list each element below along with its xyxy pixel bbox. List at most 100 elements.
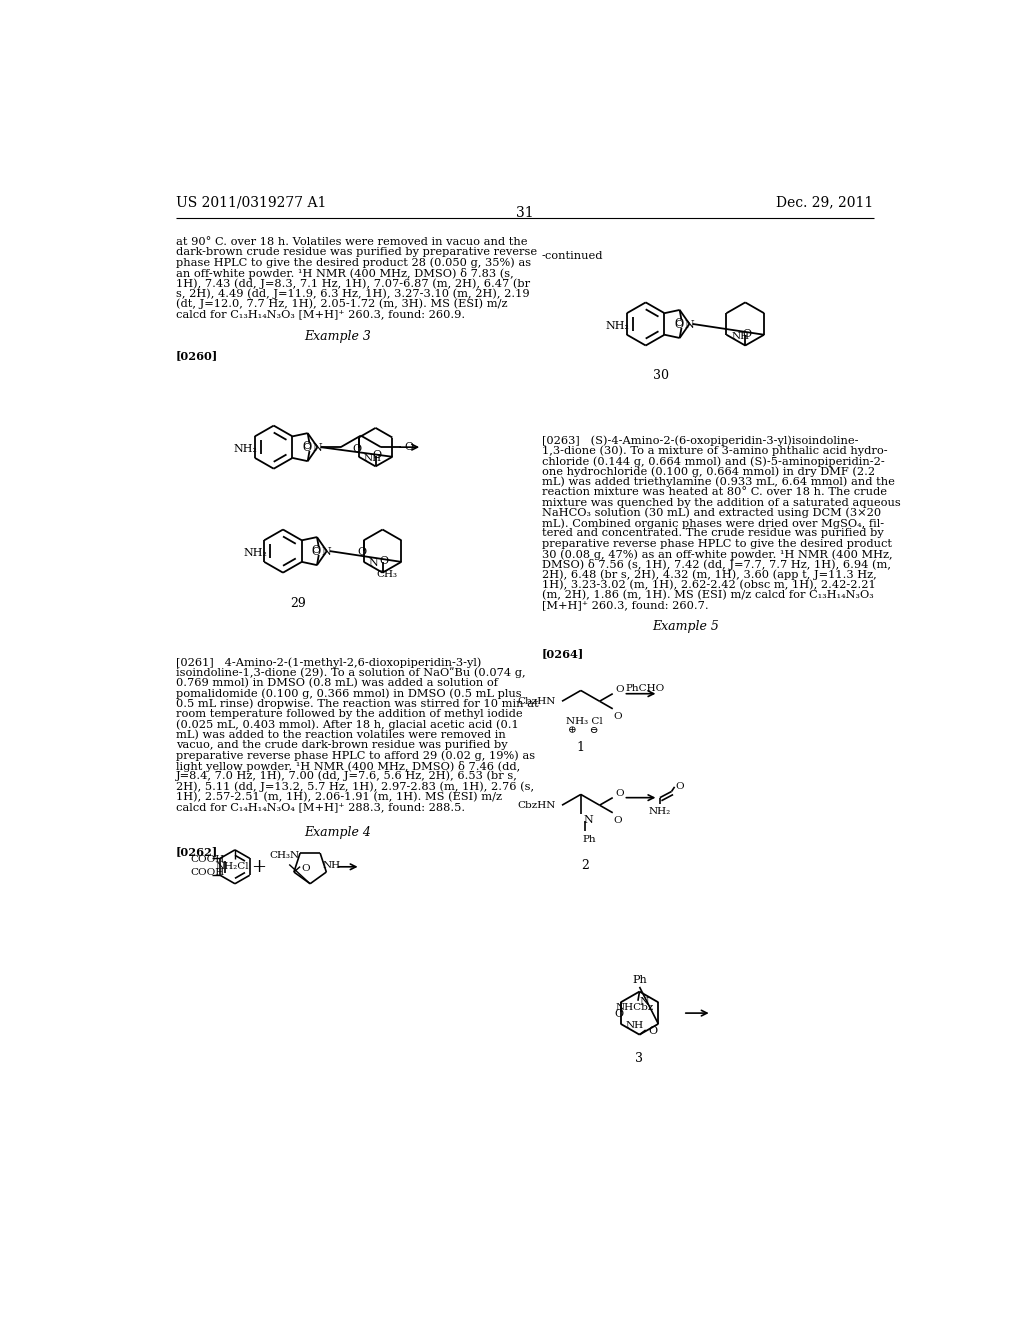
Text: O: O: [615, 789, 624, 799]
Text: N: N: [685, 319, 694, 330]
Text: [0263]   (S)-4-Amino-2-(6-oxopiperidin-3-yl)isoindoline-: [0263] (S)-4-Amino-2-(6-oxopiperidin-3-y…: [542, 436, 858, 446]
Text: NHCbz: NHCbz: [615, 1003, 654, 1012]
Text: Example 4: Example 4: [304, 826, 371, 840]
Text: NH: NH: [364, 454, 382, 463]
Text: NH₂: NH₂: [649, 807, 671, 816]
Text: N: N: [322, 546, 332, 557]
Text: NH: NH: [731, 331, 750, 341]
Text: NH: NH: [626, 1020, 643, 1030]
Text: DMSO) δ 7.56 (s, 1H), 7.42 (dd, J=7.7, 7.7 Hz, 1H), 6.94 (m,: DMSO) δ 7.56 (s, 1H), 7.42 (dd, J=7.7, 7…: [542, 560, 891, 570]
Text: O: O: [380, 556, 389, 566]
Text: 29: 29: [291, 598, 306, 610]
Text: O: O: [311, 546, 321, 557]
Text: phase HPLC to give the desired product 28 (0.050 g, 35%) as: phase HPLC to give the desired product 2…: [176, 257, 531, 268]
Text: isoindoline-1,3-dione (29). To a solution of NaOʺBu (0.074 g,: isoindoline-1,3-dione (29). To a solutio…: [176, 668, 525, 678]
Text: mL) was added to the reaction volatiles were removed in: mL) was added to the reaction volatiles …: [176, 730, 506, 741]
Text: chloride (0.144 g, 0.664 mmol) and (S)-5-aminopiperidin-2-: chloride (0.144 g, 0.664 mmol) and (S)-5…: [542, 457, 885, 467]
Text: 3: 3: [636, 1052, 643, 1065]
Text: N: N: [639, 998, 649, 1007]
Text: calcd for C₁₄H₁₄N₃O₄ [M+H]⁺ 288.3, found: 288.5.: calcd for C₁₄H₁₄N₃O₄ [M+H]⁺ 288.3, found…: [176, 801, 465, 812]
Text: [0262]: [0262]: [176, 846, 218, 857]
Text: [0264]: [0264]: [542, 648, 584, 659]
Text: dark-brown crude residue was purified by preparative reverse: dark-brown crude residue was purified by…: [176, 247, 538, 257]
Text: Example 3: Example 3: [304, 330, 371, 343]
Text: Dec. 29, 2011: Dec. 29, 2011: [776, 195, 873, 210]
Text: tered and concentrated. The crude residue was purified by: tered and concentrated. The crude residu…: [542, 528, 884, 539]
Text: ⊕    ⊖: ⊕ ⊖: [568, 726, 599, 735]
Text: an off-white powder. ¹H NMR (400 MHz, DMSO) δ 7.83 (s,: an off-white powder. ¹H NMR (400 MHz, DM…: [176, 268, 514, 279]
Text: 1,3-dione (30). To a mixture of 3-amino phthalic acid hydro-: 1,3-dione (30). To a mixture of 3-amino …: [542, 446, 888, 457]
Text: O: O: [302, 865, 310, 874]
Text: O: O: [404, 442, 414, 453]
Text: reaction mixture was heated at 80° C. over 18 h. The crude: reaction mixture was heated at 80° C. ov…: [542, 487, 887, 498]
Text: [0260]: [0260]: [176, 350, 218, 362]
Text: mL) was added triethylamine (0.933 mL, 6.64 mmol) and the: mL) was added triethylamine (0.933 mL, 6…: [542, 477, 895, 487]
Text: O: O: [373, 450, 382, 459]
Text: [M+H]⁺ 260.3, found: 260.7.: [M+H]⁺ 260.3, found: 260.7.: [542, 601, 709, 611]
Text: Example 5: Example 5: [652, 620, 720, 634]
Text: light yellow powder. ¹H NMR (400 MHz, DMSO) δ 7.46 (dd,: light yellow powder. ¹H NMR (400 MHz, DM…: [176, 760, 520, 771]
Text: (0.025 mL, 0.403 mmol). After 18 h, glacial acetic acid (0.1: (0.025 mL, 0.403 mmol). After 18 h, glac…: [176, 719, 519, 730]
Text: US 2011/0319277 A1: US 2011/0319277 A1: [176, 195, 327, 210]
Text: 1H), 3.23-3.02 (m, 1H), 2.62-2.42 (obsc m, 1H), 2.42-2.21: 1H), 3.23-3.02 (m, 1H), 2.62-2.42 (obsc …: [542, 579, 876, 590]
Text: mixture was quenched by the addition of a saturated aqueous: mixture was quenched by the addition of …: [542, 498, 900, 507]
Text: one hydrochloride (0.100 g, 0.664 mmol) in dry DMF (2.2: one hydrochloride (0.100 g, 0.664 mmol) …: [542, 466, 874, 477]
Text: J=8.4, 7.0 Hz, 1H), 7.00 (dd, J=7.6, 5.6 Hz, 2H), 6.53 (br s,: J=8.4, 7.0 Hz, 1H), 7.00 (dd, J=7.6, 5.6…: [176, 771, 518, 781]
Text: CH₃: CH₃: [376, 570, 397, 578]
Text: room temperature followed by the addition of methyl iodide: room temperature followed by the additio…: [176, 709, 522, 719]
Text: N: N: [312, 444, 323, 453]
Text: O: O: [613, 711, 623, 721]
Text: O: O: [613, 816, 623, 825]
Text: CbzHN: CbzHN: [517, 801, 556, 809]
Text: -continued: -continued: [542, 251, 603, 261]
Text: O: O: [352, 444, 361, 454]
Text: (m, 2H), 1.86 (m, 1H). MS (ESI) m/z calcd for C₁₃H₁₄N₃O₃: (m, 2H), 1.86 (m, 1H). MS (ESI) m/z calc…: [542, 590, 873, 601]
Text: O: O: [302, 441, 311, 451]
Text: mL). Combined organic phases were dried over MgSO₄, fil-: mL). Combined organic phases were dried …: [542, 519, 884, 529]
Text: +: +: [251, 858, 265, 875]
Text: CH₃N: CH₃N: [270, 851, 300, 859]
Text: 0.769 mmol) in DMSO (0.8 mL) was added a solution of: 0.769 mmol) in DMSO (0.8 mL) was added a…: [176, 678, 498, 688]
Text: O: O: [311, 545, 321, 556]
Text: 1H), 2.57-2.51 (m, 1H), 2.06-1.91 (m, 1H). MS (ESI) m/z: 1H), 2.57-2.51 (m, 1H), 2.06-1.91 (m, 1H…: [176, 792, 502, 801]
Text: O: O: [742, 329, 752, 339]
Text: N: N: [583, 816, 593, 825]
Text: [0261]   4-Amino-2-(1-methyl-2,6-dioxopiperidin-3-yl): [0261] 4-Amino-2-(1-methyl-2,6-dioxopipe…: [176, 657, 481, 668]
Text: NH: NH: [323, 861, 341, 870]
Text: 2H), 5.11 (dd, J=13.2, 5.7 Hz, 1H), 2.97-2.83 (m, 1H), 2.76 (s,: 2H), 5.11 (dd, J=13.2, 5.7 Hz, 1H), 2.97…: [176, 781, 535, 792]
Text: 2: 2: [581, 859, 589, 873]
Text: pomalidomide (0.100 g, 0.366 mmol) in DMSO (0.5 mL plus: pomalidomide (0.100 g, 0.366 mmol) in DM…: [176, 688, 521, 698]
Text: 31: 31: [516, 206, 534, 220]
Text: NH₂Cl: NH₂Cl: [215, 862, 249, 871]
Text: O: O: [674, 319, 683, 330]
Text: 2H), 6.48 (br s, 2H), 4.32 (m, 1H), 3.60 (app t, J=11.3 Hz,: 2H), 6.48 (br s, 2H), 4.32 (m, 1H), 3.60…: [542, 570, 877, 581]
Text: NH₂: NH₂: [233, 444, 258, 454]
Text: COOH: COOH: [190, 855, 225, 865]
Text: Ph: Ph: [583, 836, 596, 845]
Text: COOH: COOH: [190, 869, 225, 878]
Text: O: O: [676, 783, 684, 792]
Text: 30: 30: [653, 368, 670, 381]
Text: 1H), 7.43 (dd, J=8.3, 7.1 Hz, 1H), 7.07-6.87 (m, 2H), 6.47 (br: 1H), 7.43 (dd, J=8.3, 7.1 Hz, 1H), 7.07-…: [176, 279, 530, 289]
Text: 30 (0.08 g, 47%) as an off-white powder. ¹H NMR (400 MHz,: 30 (0.08 g, 47%) as an off-white powder.…: [542, 549, 893, 560]
Text: preparative reverse phase HPLC to give the desired product: preparative reverse phase HPLC to give t…: [542, 539, 892, 549]
Text: NH₂: NH₂: [605, 321, 630, 331]
Text: at 90° C. over 18 h. Volatiles were removed in vacuo and the: at 90° C. over 18 h. Volatiles were remo…: [176, 238, 527, 247]
Text: s, 2H), 4.49 (dd, J=11.9, 6.3 Hz, 1H), 3.27-3.10 (m, 2H), 2.19: s, 2H), 4.49 (dd, J=11.9, 6.3 Hz, 1H), 3…: [176, 289, 529, 300]
Text: 0.5 mL rinse) dropwise. The reaction was stirred for 10 min at: 0.5 mL rinse) dropwise. The reaction was…: [176, 698, 539, 709]
Text: preparative reverse phase HPLC to afford 29 (0.02 g, 19%) as: preparative reverse phase HPLC to afford…: [176, 750, 536, 760]
Text: 1: 1: [577, 742, 585, 754]
Text: O: O: [357, 546, 367, 557]
Text: O: O: [302, 444, 311, 453]
Text: O: O: [674, 318, 683, 329]
Text: O: O: [614, 1008, 624, 1019]
Text: PhCHO: PhCHO: [625, 685, 665, 693]
Text: O: O: [615, 685, 624, 694]
Text: (dt, J=12.0, 7.7 Hz, 1H), 2.05-1.72 (m, 3H). MS (ESI) m/z: (dt, J=12.0, 7.7 Hz, 1H), 2.05-1.72 (m, …: [176, 298, 508, 309]
Text: Ph: Ph: [632, 975, 647, 985]
Text: N: N: [369, 558, 378, 569]
Text: calcd for C₁₃H₁₄N₃O₃ [M+H]⁺ 260.3, found: 260.9.: calcd for C₁₃H₁₄N₃O₃ [M+H]⁺ 260.3, found…: [176, 309, 465, 319]
Text: vacuo, and the crude dark-brown residue was purified by: vacuo, and the crude dark-brown residue …: [176, 741, 508, 750]
Text: CbzHN: CbzHN: [517, 697, 556, 706]
Text: NaHCO₃ solution (30 mL) and extracted using DCM (3×20: NaHCO₃ solution (30 mL) and extracted us…: [542, 508, 881, 519]
